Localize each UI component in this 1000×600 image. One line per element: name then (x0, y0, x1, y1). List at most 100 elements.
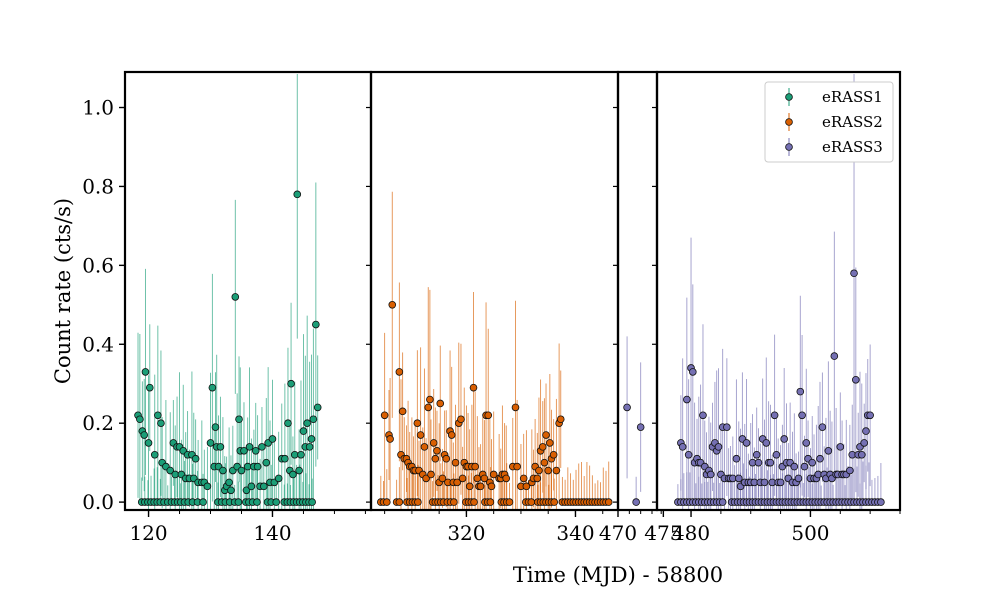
data-point (426, 395, 434, 404)
x-tick-label: 340 (556, 521, 594, 545)
data-point (422, 474, 430, 483)
legend-marker (785, 93, 793, 101)
data-point (398, 407, 407, 416)
data-point (442, 454, 451, 463)
data-point (800, 462, 809, 471)
data-point (272, 498, 280, 506)
data-point (818, 423, 827, 431)
data-point (309, 415, 318, 424)
data-point (166, 466, 175, 475)
data-point (436, 399, 445, 408)
data-point (388, 301, 397, 309)
data-point (470, 498, 478, 506)
panel-frames (123, 70, 902, 512)
y-axis-title: Count rate (cts/s) (51, 198, 75, 384)
data-point (227, 486, 235, 495)
data-point (451, 458, 460, 467)
data-point (247, 482, 256, 491)
legend: eRASS1 eRASS2 eRASS3 (764, 81, 894, 163)
data-point (816, 454, 824, 463)
data-point (552, 466, 561, 475)
x-tick-label: 500 (791, 521, 829, 545)
data-point (447, 431, 456, 439)
data-point (766, 458, 775, 467)
data-point (243, 462, 252, 471)
data-point (678, 443, 687, 451)
legend-label: eRASS2 (822, 113, 883, 131)
data-point (484, 411, 493, 420)
data-point (144, 439, 153, 447)
data-point (636, 423, 645, 431)
data-point (305, 443, 314, 451)
data-point (718, 498, 727, 506)
y-tick-label: 0.4 (82, 332, 114, 356)
y-tick-label: 0.6 (82, 253, 114, 277)
data-point (471, 462, 479, 471)
data-point (420, 443, 429, 451)
data-point (535, 466, 543, 475)
data-point (623, 403, 631, 412)
data-point (307, 435, 316, 443)
data-point (790, 462, 799, 471)
data-point (308, 498, 316, 506)
data-point (424, 403, 433, 412)
data-point (684, 450, 693, 459)
data-point (502, 474, 511, 483)
data-point (203, 482, 212, 491)
data-point (295, 466, 303, 475)
plot-area (134, 73, 885, 510)
data-point (237, 466, 246, 475)
data-point (549, 450, 558, 459)
data-point (723, 423, 731, 431)
data-point (216, 443, 225, 451)
data-point (386, 435, 394, 443)
data-point (245, 443, 254, 451)
data-point (141, 368, 150, 376)
data-point (260, 482, 268, 491)
data-point (683, 395, 691, 404)
data-point (544, 466, 553, 475)
y-tick-label: 0.0 (82, 490, 114, 514)
x-axis-title: Time (MJD) - 58800 (513, 563, 723, 587)
panel-frame-erass3 (655, 70, 902, 512)
data-point (802, 439, 811, 447)
data-point (689, 368, 697, 376)
data-point (486, 498, 495, 506)
data-point (862, 427, 870, 435)
data-point (145, 383, 154, 392)
data-point (429, 439, 438, 447)
data-point (253, 462, 262, 471)
data-point (780, 435, 788, 443)
data-point (258, 443, 266, 451)
data-point (303, 419, 311, 427)
data-point (299, 427, 308, 435)
data-point (383, 498, 391, 506)
data-point (742, 439, 751, 447)
data-point (395, 498, 404, 506)
data-point (154, 411, 162, 420)
data-point (157, 419, 165, 427)
data-point (714, 443, 723, 451)
data-point (262, 458, 271, 467)
data-point (433, 447, 441, 455)
data-point (284, 419, 292, 427)
data-point (511, 403, 520, 412)
data-point (794, 474, 803, 483)
data-point (857, 450, 866, 459)
data-point (476, 482, 485, 491)
data-point (281, 454, 289, 463)
legend-box (764, 81, 894, 163)
data-point (852, 375, 860, 384)
data-point (234, 498, 243, 506)
data-point (527, 498, 536, 506)
data-point (191, 454, 200, 463)
y-tick-label: 0.2 (82, 411, 114, 435)
data-point (550, 498, 559, 506)
data-point (312, 320, 320, 329)
data-point (225, 478, 233, 487)
data-point (776, 478, 785, 487)
data-point (268, 435, 277, 443)
data-point (427, 470, 435, 479)
data-point (287, 379, 295, 388)
